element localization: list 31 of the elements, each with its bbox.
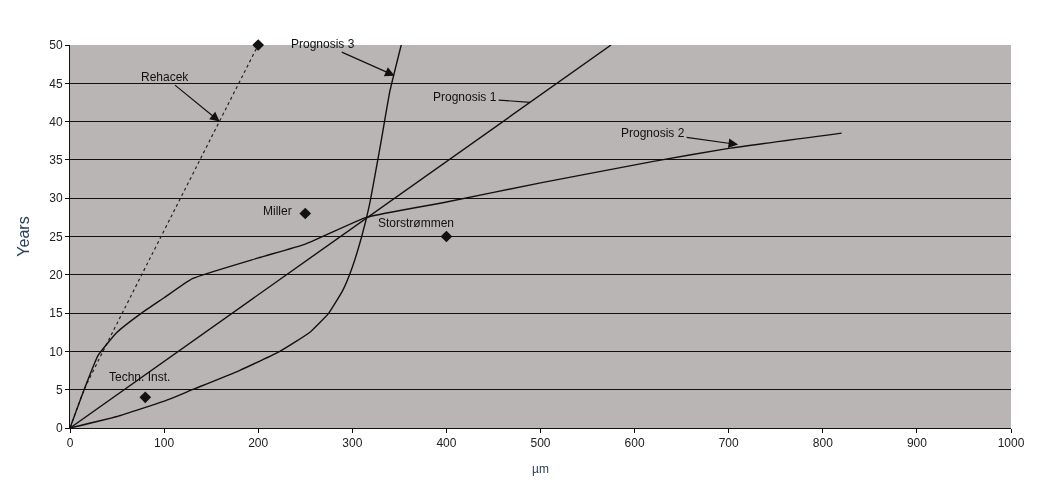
annotation: Techn. Inst. — [109, 370, 171, 384]
y-tick-label: 35 — [49, 153, 63, 168]
x-tick-label: 300 — [342, 436, 363, 451]
x-tick-label: 900 — [906, 436, 928, 451]
y-tick-label: 25 — [49, 229, 63, 244]
x-tick-label: 500 — [530, 436, 551, 451]
annotation: Rehacek — [141, 70, 190, 84]
x-tick-label: 600 — [624, 436, 645, 451]
annotation: Storstrømmen — [378, 216, 455, 230]
y-tick-label: 45 — [49, 76, 63, 91]
y-tick-label: 40 — [49, 114, 63, 129]
x-tick-label: 100 — [154, 436, 175, 451]
y-tick-label: 20 — [49, 268, 63, 282]
y-tick-label: 10 — [49, 344, 63, 359]
annotation: Miller — [263, 204, 292, 218]
x-tick-label: 0 — [66, 436, 74, 451]
y-tick-label: 30 — [49, 191, 63, 206]
x-tick-label: 400 — [436, 436, 457, 451]
y-tick-label: 15 — [49, 306, 63, 321]
y-axis-title: Years — [15, 216, 33, 257]
annotation: Prognosis 2 — [621, 126, 685, 140]
y-tick-label: 50 — [49, 38, 63, 53]
annotation: Prognosis 1 — [433, 90, 497, 104]
y-tick-label: 0 — [55, 421, 63, 436]
x-axis-title: µm — [532, 462, 549, 477]
x-tick-label: 200 — [248, 436, 269, 451]
x-tick-label: 800 — [812, 436, 834, 451]
x-tick-label: 1000 — [997, 436, 1025, 451]
annotation: Prognosis 3 — [291, 37, 355, 51]
y-tick-label: 5 — [55, 382, 63, 397]
x-tick-label: 700 — [718, 436, 740, 451]
